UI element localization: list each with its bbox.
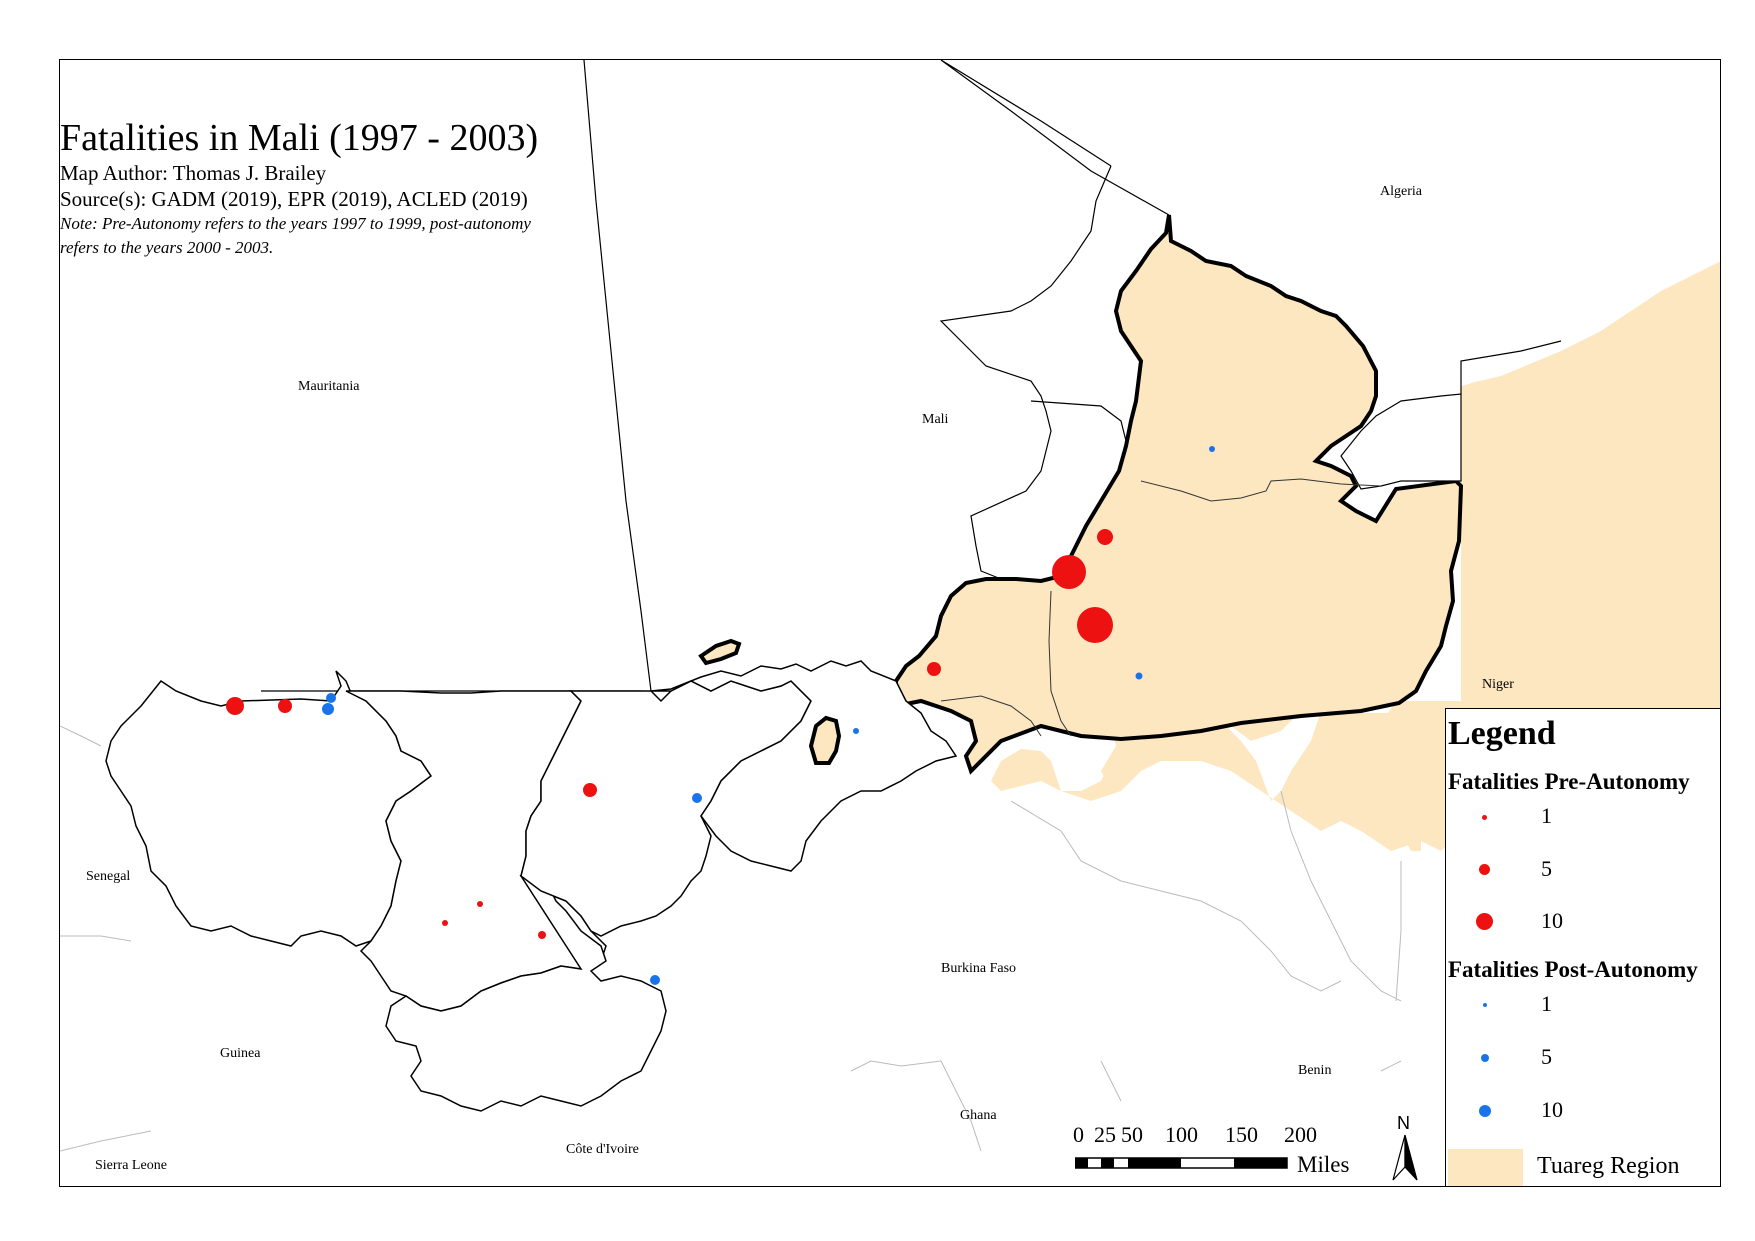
legend-post-value-5: 5 [1541,1044,1552,1069]
legend-pre-symbol-5 [1479,864,1490,875]
legend-post-value-10: 10 [1541,1097,1563,1122]
label-benin: Benin [1298,1063,1332,1078]
legend-pre-symbol-1 [1482,815,1487,820]
pre-point [1077,607,1113,643]
legend-post-item-10: 10 [1446,1095,1720,1125]
legend-post-value-1: 1 [1541,991,1552,1016]
legend-pre-item-10: 10 [1446,906,1720,936]
label-mali: Mali [922,412,949,427]
scale-tick-25: 25 [1094,1122,1116,1147]
neighbour-borders [60,725,1402,1152]
pre-point [538,931,546,939]
label-senegal: Senegal [86,869,131,884]
pre-point [1097,529,1113,545]
post-point [1135,672,1143,680]
legend-pre-item-5: 5 [1446,854,1720,884]
legend-pre-value-1: 1 [1541,803,1552,828]
label-ghana: Ghana [960,1108,997,1123]
scale-tick-200: 200 [1284,1122,1317,1147]
pre-point [1052,555,1086,589]
scale-units: Miles [1297,1152,1350,1177]
scale-tick-150: 150 [1225,1122,1258,1147]
legend-pre-item-1: 1 [1446,801,1720,831]
title-block: Fatalities in Mali (1997 - 2003) Map Aut… [60,116,560,260]
post-point [1209,446,1215,452]
pre-point [442,920,448,926]
white-enclave [1340,393,1462,490]
legend-post-title: Fatalities Post-Autonomy [1448,957,1698,982]
label-mauritania: Mauritania [298,379,360,394]
label-guinea: Guinea [220,1046,261,1061]
legend-post-item-1: 1 [1446,989,1720,1019]
post-point [322,703,334,715]
label-cote-divoire: Côte d'Ivoire [566,1142,639,1157]
legend-pre-symbol-10 [1476,913,1493,930]
legend-pre-value-5: 5 [1541,856,1552,881]
post-autonomy-points [322,446,1215,985]
legend-title: Legend [1448,715,1556,752]
small-island-1 [698,638,742,666]
map-sources: Source(s): GADM (2019), EPR (2019), ACLE… [60,187,528,211]
map-author: Map Author: Thomas J. Brailey [60,161,327,185]
post-point [650,975,660,985]
small-island-2 [808,715,842,765]
map-frame: Algeria Mauritania Mali Niger Senegal Bu… [59,59,1721,1187]
legend-post-symbol-10 [1479,1105,1491,1117]
post-point [326,693,336,703]
legend-post-symbol-5 [1481,1054,1489,1062]
scale-tick-50: 50 [1121,1122,1143,1147]
label-burkina-faso: Burkina Faso [941,961,1017,976]
legend-post-symbol-1 [1483,1003,1487,1007]
pre-autonomy-points [226,529,1113,939]
pre-point [477,901,483,907]
mali-tuareg-region [894,214,1464,775]
pre-point [278,699,292,713]
pre-point [927,662,941,676]
scale-bar-graphic [1075,1157,1288,1169]
label-sierra-leone: Sierra Leone [95,1158,167,1173]
legend-tuareg-swatch [1448,1149,1523,1186]
post-point [853,728,859,734]
map-note: Note: Pre-Autonomy refers to the years 1… [60,214,531,257]
legend-pre-title: Fatalities Pre-Autonomy [1448,769,1690,794]
map-title: Fatalities in Mali (1997 - 2003) [60,117,539,159]
legend-pre-value-10: 10 [1541,908,1563,933]
country-borders [261,60,1562,692]
niger-tuareg-main [1061,261,1720,851]
label-niger: Niger [1482,677,1514,692]
label-algeria: Algeria [1380,184,1422,199]
scale-tick-100: 100 [1165,1122,1198,1147]
north-letter: N [1397,1113,1410,1133]
north-arrow-icon: N [1385,1113,1425,1185]
pre-point [226,697,244,715]
pre-point [583,783,597,797]
tuareg-internal-border [940,478,1382,737]
sikasso-region [385,874,667,1112]
scale-tick-0: 0 [1073,1122,1084,1147]
post-point [692,793,702,803]
legend-post-item-5: 5 [1446,1042,1720,1072]
scale-bar: 0 25 50 100 150 200 Miles [1065,1122,1365,1182]
legend-tuareg-label: Tuareg Region [1537,1153,1680,1179]
legend: Legend Fatalities Pre-Autonomy 1 5 10 Fa… [1445,708,1720,1186]
mopti-region [650,660,958,872]
